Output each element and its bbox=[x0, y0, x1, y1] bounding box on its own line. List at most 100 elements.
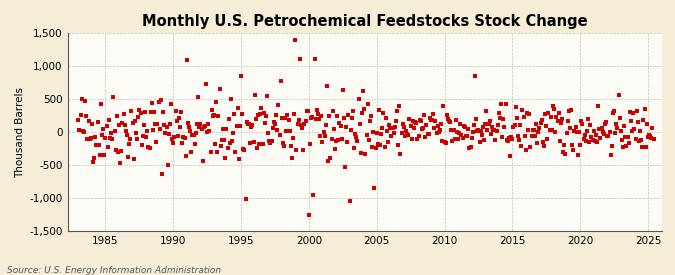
Point bbox=[113, 123, 124, 127]
Point bbox=[286, 144, 296, 148]
Point bbox=[570, 124, 581, 129]
Point bbox=[242, 120, 252, 125]
Point bbox=[221, 126, 232, 131]
Point bbox=[558, 149, 568, 154]
Title: Monthly U.S. Petrochemical Feedstocks Stock Change: Monthly U.S. Petrochemical Feedstocks St… bbox=[142, 14, 587, 29]
Point bbox=[537, 118, 547, 123]
Point bbox=[264, 139, 275, 143]
Point bbox=[200, 123, 211, 128]
Point bbox=[195, 122, 206, 126]
Point bbox=[373, 108, 384, 112]
Point bbox=[623, 141, 634, 145]
Point bbox=[418, 126, 429, 130]
Point bbox=[184, 125, 194, 129]
Point bbox=[453, 137, 464, 142]
Point bbox=[427, 117, 437, 122]
Point bbox=[474, 140, 485, 144]
Point bbox=[480, 122, 491, 126]
Point bbox=[91, 143, 102, 147]
Point bbox=[331, 113, 342, 118]
Point bbox=[638, 118, 649, 123]
Point bbox=[446, 128, 457, 132]
Point bbox=[460, 125, 470, 129]
Point bbox=[418, 113, 429, 117]
Point bbox=[429, 126, 439, 130]
Point bbox=[200, 82, 211, 86]
Point bbox=[89, 155, 100, 160]
Point bbox=[113, 149, 124, 154]
Point bbox=[403, 133, 414, 138]
Point bbox=[562, 119, 573, 123]
Point bbox=[202, 130, 213, 134]
Point bbox=[271, 113, 281, 117]
Point bbox=[554, 139, 565, 143]
Point bbox=[391, 119, 402, 124]
Point bbox=[148, 110, 159, 114]
Point bbox=[406, 136, 417, 141]
Point bbox=[310, 116, 321, 121]
Point bbox=[551, 115, 562, 119]
Point bbox=[178, 134, 189, 139]
Point bbox=[583, 117, 593, 122]
Point bbox=[143, 144, 154, 149]
Point bbox=[207, 108, 217, 112]
Point bbox=[180, 154, 191, 158]
Point bbox=[237, 111, 248, 116]
Point bbox=[163, 132, 174, 137]
Point bbox=[109, 129, 120, 133]
Point bbox=[393, 143, 404, 147]
Point bbox=[118, 111, 129, 116]
Point bbox=[302, 109, 313, 113]
Point bbox=[556, 120, 566, 125]
Point bbox=[207, 114, 218, 119]
Point bbox=[124, 141, 134, 146]
Point bbox=[279, 144, 290, 148]
Point bbox=[603, 134, 614, 138]
Point bbox=[626, 129, 637, 133]
Point bbox=[115, 160, 126, 165]
Point bbox=[641, 122, 652, 126]
Point bbox=[361, 133, 372, 138]
Point bbox=[353, 97, 364, 101]
Point bbox=[401, 129, 412, 133]
Point bbox=[252, 146, 263, 150]
Point bbox=[601, 120, 612, 124]
Point bbox=[188, 133, 199, 137]
Point bbox=[512, 116, 522, 120]
Point bbox=[193, 95, 204, 99]
Point bbox=[141, 135, 152, 139]
Point bbox=[392, 109, 402, 114]
Point bbox=[619, 124, 630, 128]
Point bbox=[314, 117, 325, 121]
Point bbox=[348, 109, 358, 113]
Point bbox=[581, 128, 592, 133]
Point bbox=[402, 132, 412, 136]
Point bbox=[518, 115, 529, 120]
Point bbox=[162, 163, 173, 167]
Point bbox=[462, 134, 472, 139]
Point bbox=[373, 141, 383, 146]
Point bbox=[125, 137, 136, 141]
Point bbox=[389, 125, 400, 130]
Point bbox=[328, 127, 339, 131]
Point bbox=[386, 134, 397, 138]
Point bbox=[229, 112, 240, 116]
Point bbox=[596, 126, 607, 130]
Point bbox=[321, 83, 332, 88]
Point bbox=[83, 119, 94, 123]
Point bbox=[468, 123, 479, 127]
Point bbox=[108, 95, 119, 99]
Point bbox=[169, 134, 180, 139]
Point bbox=[197, 159, 208, 163]
Point bbox=[428, 111, 439, 116]
Point bbox=[609, 109, 620, 113]
Point bbox=[394, 104, 405, 109]
Point bbox=[343, 112, 354, 117]
Point bbox=[492, 123, 503, 127]
Point bbox=[631, 109, 642, 113]
Point bbox=[287, 156, 298, 160]
Point bbox=[76, 97, 87, 102]
Point bbox=[356, 151, 367, 155]
Point bbox=[333, 138, 344, 142]
Point bbox=[502, 138, 512, 142]
